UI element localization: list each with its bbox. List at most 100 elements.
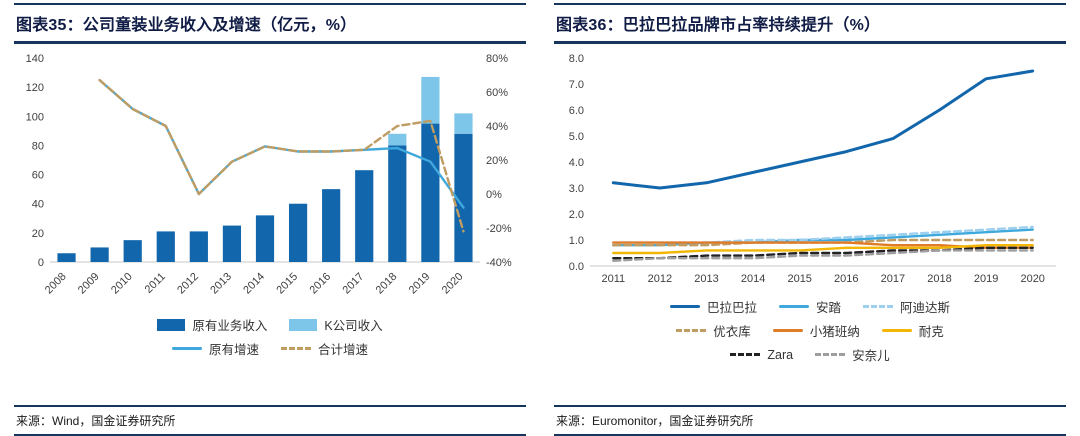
legend-label: 原有业务收入 <box>192 319 268 333</box>
figure-35-footer: 来源：Wind，国金证券研究所 <box>14 405 526 436</box>
svg-text:2014: 2014 <box>241 271 267 297</box>
legend-item-安踏: 安踏 <box>778 297 841 316</box>
legend-swatch-line-icon <box>171 347 202 350</box>
svg-text:2011: 2011 <box>143 271 168 296</box>
legend-swatch-line-icon <box>881 329 912 332</box>
svg-text:-20%: -20% <box>486 223 512 235</box>
svg-text:2008: 2008 <box>43 271 69 297</box>
svg-text:-40%: -40% <box>486 257 512 269</box>
legend-label: 阿迪达斯 <box>900 301 951 315</box>
svg-text:2011: 2011 <box>601 273 625 285</box>
legend-item-阿迪达斯: 阿迪达斯 <box>863 297 950 316</box>
figure-36-legend: 巴拉巴拉 安踏 阿迪达斯优衣库 小猪班纳 耐克 Zara 安奈儿 <box>554 297 1066 364</box>
legend-item-小猪班纳: 小猪班纳 <box>772 321 860 340</box>
legend-swatch-dash-icon <box>281 347 311 350</box>
legend-label: K公司收入 <box>324 319 383 333</box>
legend-item-安奈儿: 安奈儿 <box>815 345 890 364</box>
svg-text:2014: 2014 <box>741 273 765 285</box>
svg-text:80%: 80% <box>486 53 508 65</box>
figure-36-source-text: 来源：Euromonitor，国金证券研究所 <box>556 414 754 428</box>
svg-text:2010: 2010 <box>109 271 135 297</box>
svg-text:0%: 0% <box>486 189 502 201</box>
svg-text:2020: 2020 <box>440 271 466 297</box>
figure-35-legend: 原有业务收入 K公司收入原有增速 合计增速 <box>14 315 526 358</box>
svg-text:1.0: 1.0 <box>569 235 584 247</box>
svg-text:2012: 2012 <box>175 271 201 297</box>
legend-swatch-dash-icon <box>730 353 761 356</box>
legend-swatch-dash-icon <box>676 329 707 332</box>
svg-text:80: 80 <box>32 140 44 152</box>
legend-label: 安奈儿 <box>852 349 890 363</box>
figure-36-chart-svg: 0.0 1.0 2.0 3.0 4.0 5.0 6.0 7.0 8.0 2011 2012 2013 2… <box>569 53 1056 285</box>
svg-text:60: 60 <box>32 170 44 182</box>
svg-text:20: 20 <box>32 228 44 240</box>
figure-35-header: 图表35：公司童装业务收入及增速（亿元，%） <box>14 3 526 44</box>
figure-35-chart-area: 0 20 40 60 80 100 120 140 -40% -20% 0% 20% 40% 60% 80%… <box>14 44 526 313</box>
svg-text:100: 100 <box>26 111 44 123</box>
legend-item-优衣库: 优衣库 <box>676 321 751 340</box>
figure-36-title: 图表36：巴拉巴拉品牌市占率持续提升（%） <box>556 17 881 34</box>
svg-text:2020: 2020 <box>1020 273 1044 285</box>
panel-figure-35: 图表35：公司童装业务收入及增速（亿元，%） 0 20 40 60 80 100 120 14… <box>14 3 526 436</box>
figure-36-footer: 来源：Euromonitor，国金证券研究所 <box>554 405 1066 436</box>
svg-text:5.0: 5.0 <box>569 131 584 143</box>
svg-text:8.0: 8.0 <box>569 53 584 65</box>
legend-row: 巴拉巴拉 安踏 阿迪达斯 <box>669 297 950 316</box>
legend-row: Zara 安奈儿 <box>730 345 890 364</box>
svg-text:2015: 2015 <box>787 273 811 285</box>
svg-text:2.0: 2.0 <box>569 209 584 221</box>
legend-item-原有增速: 原有增速 <box>171 339 259 358</box>
svg-text:2019: 2019 <box>407 271 433 297</box>
svg-text:3.0: 3.0 <box>569 183 584 195</box>
legend-swatch-line-icon <box>772 329 803 332</box>
svg-text:40%: 40% <box>486 121 508 133</box>
figure-36-chart-area: 0.0 1.0 2.0 3.0 4.0 5.0 6.0 7.0 8.0 2011 2012 2013 2… <box>554 44 1066 295</box>
svg-text:2016: 2016 <box>307 271 333 297</box>
legend-swatch-bar-icon <box>157 318 186 331</box>
legend-label: 小猪班纳 <box>809 325 860 339</box>
svg-text:2017: 2017 <box>881 273 905 285</box>
svg-text:140: 140 <box>26 53 44 65</box>
svg-text:20%: 20% <box>486 155 508 167</box>
legend-swatch-line-icon <box>778 305 809 308</box>
figure-35-source-text: 来源：Wind，国金证券研究所 <box>16 414 176 428</box>
svg-text:120: 120 <box>26 82 44 94</box>
svg-text:2013: 2013 <box>208 271 234 297</box>
svg-text:0: 0 <box>38 257 44 269</box>
svg-text:6.0: 6.0 <box>569 105 584 117</box>
panel-figure-36: 图表36：巴拉巴拉品牌市占率持续提升（%） 0.0 1.0 2.0 3.0 4.0 5.0… <box>540 0 1080 436</box>
legend-label: 原有增速 <box>208 343 259 357</box>
figure-35-chart-svg: 0 20 40 60 80 100 120 140 -40% -20% 0% 20% 40% 60% 80%… <box>26 53 512 297</box>
legend-swatch-dash-icon <box>815 353 846 356</box>
legend-label: 合计增速 <box>318 343 369 357</box>
svg-text:40: 40 <box>32 199 44 211</box>
legend-item-原有业务收入: 原有业务收入 <box>157 315 267 334</box>
legend-swatch-bar-icon <box>289 318 318 331</box>
legend-row: 原有业务收入 K公司收入 <box>157 315 383 334</box>
svg-text:2018: 2018 <box>374 271 400 297</box>
legend-item-巴拉巴拉: 巴拉巴拉 <box>669 297 757 316</box>
svg-text:0.0: 0.0 <box>569 261 584 273</box>
svg-text:2015: 2015 <box>274 271 300 297</box>
svg-text:2019: 2019 <box>974 273 998 285</box>
legend-item-Zara: Zara <box>730 348 793 362</box>
svg-text:60%: 60% <box>486 87 508 99</box>
legend-label: 安踏 <box>815 301 841 315</box>
svg-text:4.0: 4.0 <box>569 157 584 169</box>
legend-row: 优衣库 小猪班纳 耐克 <box>676 321 944 340</box>
svg-text:2013: 2013 <box>694 273 718 285</box>
legend-label: 耐克 <box>918 325 944 339</box>
legend-row: 原有增速 合计增速 <box>171 339 369 358</box>
legend-swatch-line-icon <box>669 305 700 308</box>
figure-35-title: 图表35：公司童装业务收入及增速（亿元，%） <box>16 17 357 34</box>
legend-swatch-dash-icon <box>863 305 893 308</box>
figure-36-header: 图表36：巴拉巴拉品牌市占率持续提升（%） <box>554 3 1066 44</box>
legend-label: Zara <box>767 347 794 362</box>
svg-text:7.0: 7.0 <box>569 79 584 91</box>
svg-text:2018: 2018 <box>927 273 951 285</box>
svg-text:2012: 2012 <box>648 273 672 285</box>
legend-item-K公司收入: K公司收入 <box>289 315 383 334</box>
legend-item-耐克: 耐克 <box>881 321 944 340</box>
svg-text:2017: 2017 <box>341 271 367 297</box>
